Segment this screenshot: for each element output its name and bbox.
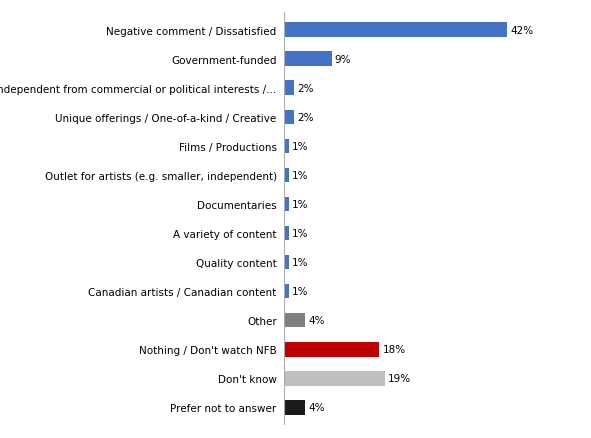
- Bar: [284, 400, 305, 415]
- Bar: [284, 284, 289, 299]
- Text: 1%: 1%: [292, 141, 309, 152]
- Bar: [284, 342, 379, 357]
- Bar: [284, 371, 385, 386]
- Text: 9%: 9%: [335, 55, 351, 64]
- Text: 42%: 42%: [510, 25, 534, 35]
- Bar: [284, 313, 305, 328]
- Bar: [284, 168, 289, 183]
- Bar: [284, 110, 294, 125]
- Text: 1%: 1%: [292, 200, 309, 209]
- Text: 4%: 4%: [308, 403, 324, 413]
- Text: 1%: 1%: [292, 286, 309, 297]
- Text: 1%: 1%: [292, 170, 309, 180]
- Bar: [284, 52, 332, 67]
- Text: 2%: 2%: [297, 84, 314, 94]
- Bar: [284, 23, 507, 38]
- Bar: [284, 139, 289, 154]
- Text: 1%: 1%: [292, 229, 309, 238]
- Bar: [284, 81, 294, 96]
- Text: 2%: 2%: [297, 113, 314, 123]
- Bar: [284, 226, 289, 241]
- Text: 18%: 18%: [382, 344, 406, 354]
- Bar: [284, 255, 289, 270]
- Bar: [284, 197, 289, 212]
- Text: 1%: 1%: [292, 258, 309, 268]
- Text: 19%: 19%: [388, 374, 411, 383]
- Text: 4%: 4%: [308, 315, 324, 325]
